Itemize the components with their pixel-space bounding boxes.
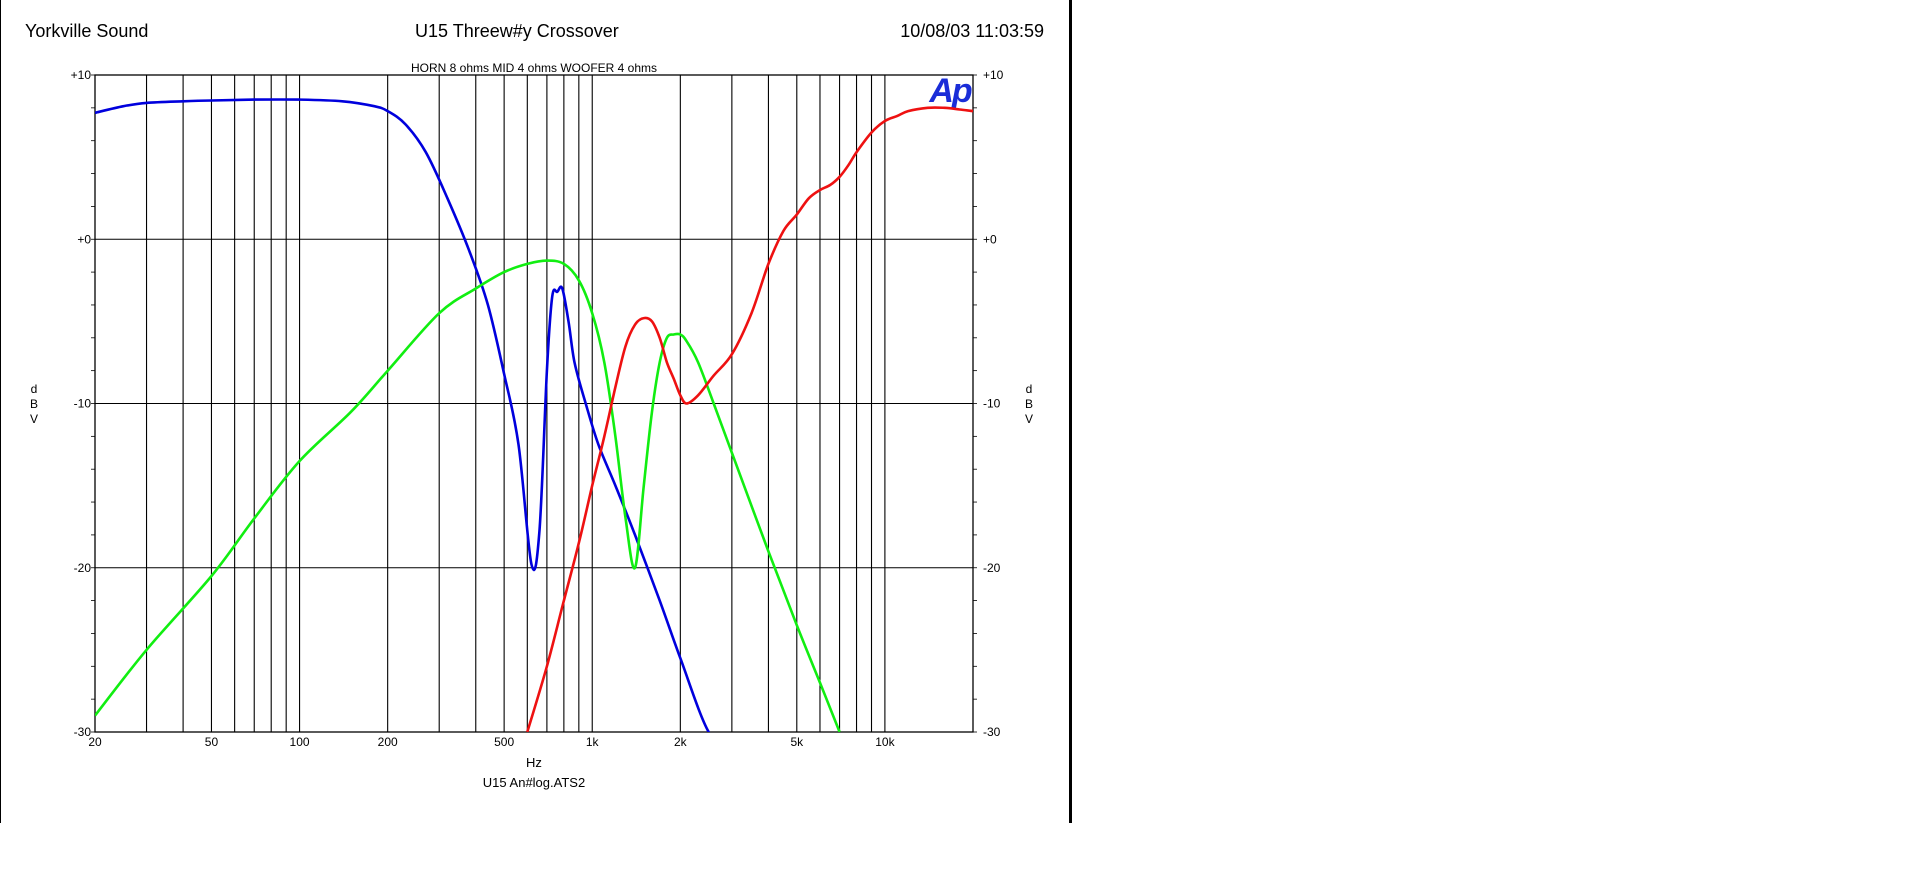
y-axis-label-letter: d — [31, 382, 38, 396]
y-axis-label-left: dBV — [30, 382, 38, 426]
y-axis-label-letter: V — [1025, 412, 1033, 426]
series-line-3 — [526, 106, 973, 732]
series-group — [95, 98, 973, 732]
y-tick-label-right: -20 — [983, 561, 1001, 575]
x-axis-ticks: 20 50 100 200 500 1k 2k 5k 10k — [88, 735, 895, 749]
y-axis-label-right: dBV — [1025, 382, 1033, 426]
x-tick-label: 10k — [875, 735, 895, 749]
series-line-2 — [95, 259, 841, 732]
ap-logo: Ap — [928, 72, 972, 110]
x-tick-label: 50 — [205, 735, 219, 749]
chart-title: U15 Threew#y Crossover — [415, 21, 619, 41]
grid-lines — [91, 74, 977, 733]
y-tick-label-left: +10 — [71, 68, 92, 82]
y-tick-label-left: -30 — [74, 725, 92, 739]
company-name: Yorkville Sound — [25, 21, 149, 41]
y-tick-label-right: -30 — [983, 725, 1001, 739]
timestamp: 10/08/03 11:03:59 — [900, 21, 1044, 41]
x-tick-label: 20 — [88, 735, 102, 749]
chart-subtitle: HORN 8 ohms MID 4 ohms WOOFER 4 ohms — [411, 61, 657, 75]
y-tick-label-left: +0 — [77, 232, 91, 246]
y-axis-label-letter: B — [1025, 397, 1033, 411]
plot-frame — [94, 74, 974, 733]
page-right-border — [1069, 0, 1072, 823]
y-tick-label-right: -10 — [983, 397, 1001, 411]
y-axis-label-letter: d — [1026, 382, 1033, 396]
x-tick-label: 1k — [586, 735, 600, 749]
y-tick-label-right: +0 — [983, 232, 997, 246]
x-tick-label: 500 — [494, 735, 514, 749]
y-tick-label-left: -20 — [74, 561, 92, 575]
y-axis-ticks: +10 +10 +0 +0 -10 -10 -20 -20 -30 -30 — [71, 68, 1004, 739]
chart-footer: U15 An#log.ATS2 — [483, 775, 585, 790]
x-axis-label: Hz — [526, 755, 542, 770]
y-tick-label-right: +10 — [983, 68, 1004, 82]
x-tick-label: 100 — [290, 735, 310, 749]
x-tick-label: 200 — [378, 735, 398, 749]
page-left-border — [0, 0, 1, 823]
y-tick-label-left: -10 — [74, 397, 92, 411]
y-axis-label-letter: B — [30, 397, 38, 411]
x-tick-label: 2k — [674, 735, 688, 749]
y-axis-label-letter: V — [30, 412, 38, 426]
x-tick-label: 5k — [790, 735, 804, 749]
